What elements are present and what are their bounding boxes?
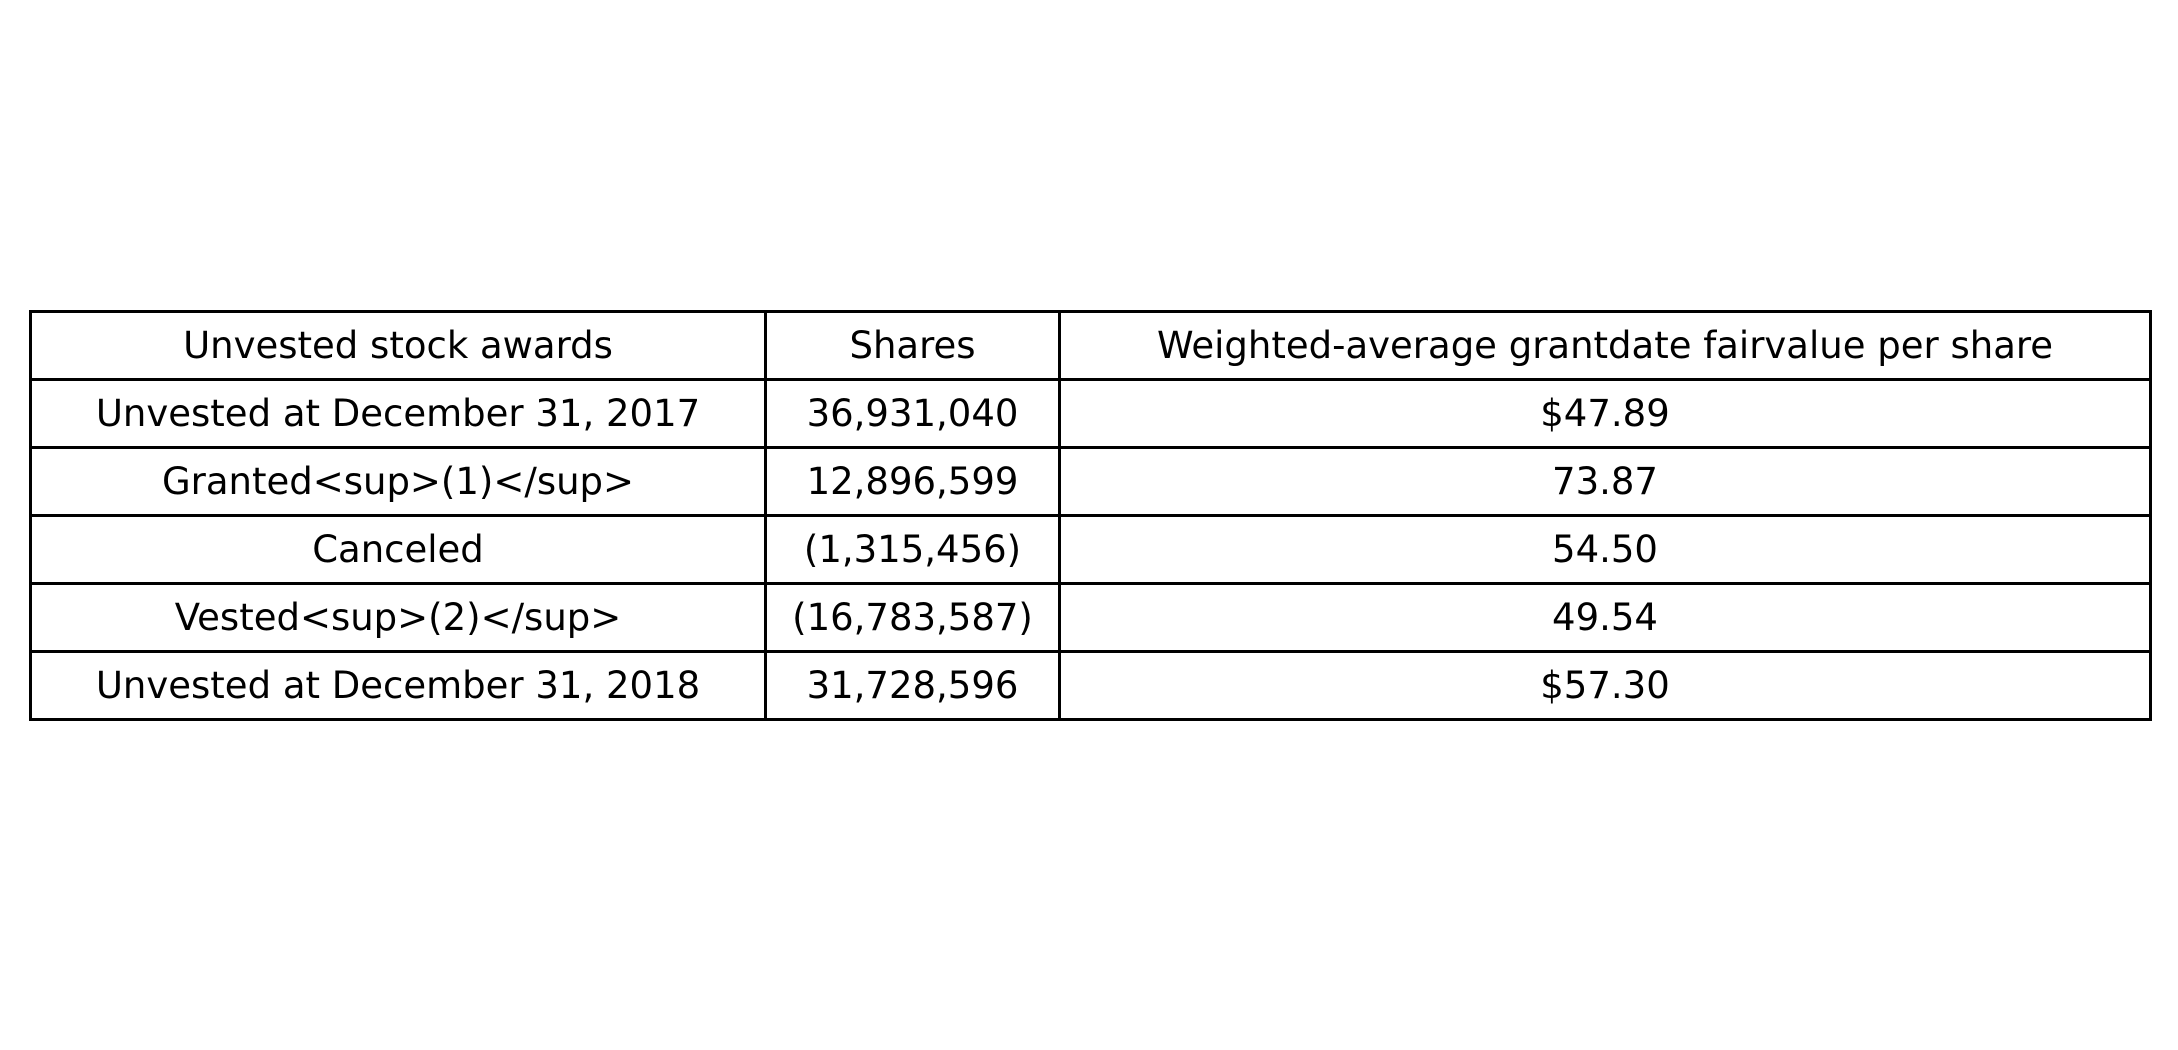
table-cell: 12,896,599 [764, 446, 1061, 517]
table-cell: 54.50 [1058, 514, 2152, 585]
column-header: Shares [764, 310, 1061, 381]
table-row: Unvested at December 31, 2017 36,931,040… [29, 378, 2152, 449]
table-cell: Vested<sup>(2)</sup> [29, 582, 767, 653]
table-header-row: Unvested stock awards Shares Weighted-av… [29, 310, 2152, 381]
table-cell: 31,728,596 [764, 650, 1061, 721]
table-row: Unvested at December 31, 2018 31,728,596… [29, 650, 2152, 721]
table-cell: $47.89 [1058, 378, 2152, 449]
table-row: Granted<sup>(1)</sup> 12,896,599 73.87 [29, 446, 2152, 517]
table-cell: 36,931,040 [764, 378, 1061, 449]
column-header: Unvested stock awards [29, 310, 767, 381]
table-cell: $57.30 [1058, 650, 2152, 721]
table-cell: (1,315,456) [764, 514, 1061, 585]
stock-awards-table: Unvested stock awards Shares Weighted-av… [29, 310, 2152, 721]
table-cell: (16,783,587) [764, 582, 1061, 653]
table-cell: Unvested at December 31, 2018 [29, 650, 767, 721]
table-cell: Unvested at December 31, 2017 [29, 378, 767, 449]
table-cell: Canceled [29, 514, 767, 585]
table-row: Canceled (1,315,456) 54.50 [29, 514, 2152, 585]
table-cell: 49.54 [1058, 582, 2152, 653]
column-header: Weighted-average grantdate fairvalue per… [1058, 310, 2152, 381]
table-cell: Granted<sup>(1)</sup> [29, 446, 767, 517]
table-cell: 73.87 [1058, 446, 2152, 517]
table-row: Vested<sup>(2)</sup> (16,783,587) 49.54 [29, 582, 2152, 653]
